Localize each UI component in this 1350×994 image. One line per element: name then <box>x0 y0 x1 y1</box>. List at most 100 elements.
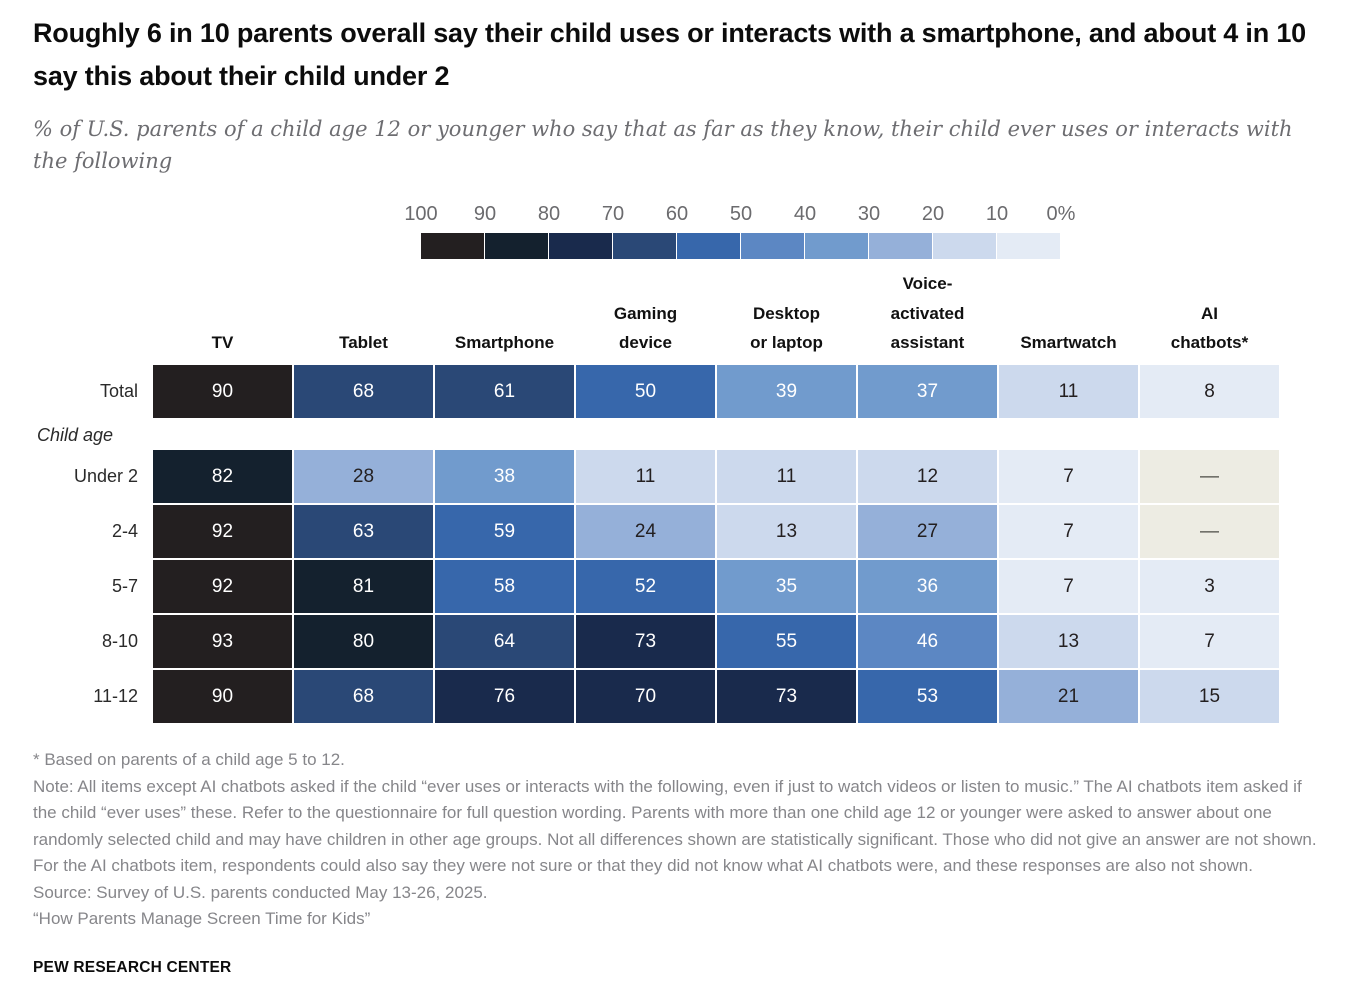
table-cell: 24 <box>576 505 715 559</box>
table-cell: 36 <box>858 560 997 614</box>
legend-swatch <box>549 233 612 260</box>
row-label: 8-10 <box>101 631 138 652</box>
chart-subtitle: % of U.S. parents of a child age 12 or y… <box>33 117 1293 173</box>
legend-tick: 50 <box>729 203 753 226</box>
table-cell: 59 <box>435 505 574 559</box>
table-cell: 55 <box>717 615 856 669</box>
legend-tick: 20 <box>921 203 945 226</box>
table-cell: 81 <box>294 560 433 614</box>
column-header-ai-chatbots: AI chatbots* <box>1170 303 1249 352</box>
table-cell: — <box>1140 505 1279 559</box>
legend-swatch <box>677 233 740 260</box>
page-title: Roughly 6 in 10 parents overall say thei… <box>33 18 1306 92</box>
table-cell: — <box>1140 450 1279 504</box>
legend-tick: 30 <box>857 203 881 226</box>
legend-tick: 0% <box>1046 203 1076 226</box>
column-header-smartphone: Smartphone <box>454 332 555 352</box>
group-label-child-age: Child age <box>37 424 114 445</box>
footnote-note: Note: All items except AI chatbots asked… <box>33 776 1317 876</box>
footnote-source: Source: Survey of U.S. parents conducted… <box>33 882 488 902</box>
table-cell: 90 <box>153 365 292 419</box>
table-cell: 46 <box>858 615 997 669</box>
legend-tick: 70 <box>601 203 625 226</box>
table-cell: 50 <box>576 365 715 419</box>
pew-research-center-wordmark: PEW RESEARCH CENTER <box>33 958 232 976</box>
legend-swatch <box>421 233 484 260</box>
table-cell: 27 <box>858 505 997 559</box>
legend-tick: 100 <box>404 203 438 226</box>
table-cell: 92 <box>153 505 292 559</box>
table-cell: 7 <box>999 560 1138 614</box>
row-label: 5-7 <box>111 576 138 597</box>
row-label-header <box>33 357 151 365</box>
table-row-8-10: 8-10 93 80 64 73 55 46 13 7 <box>33 615 1322 669</box>
row-label: Under 2 <box>73 466 138 487</box>
legend-tick: 10 <box>985 203 1009 226</box>
table-cell: 11 <box>576 450 715 504</box>
table-cell: 73 <box>717 670 856 724</box>
table-cell: 53 <box>858 670 997 724</box>
table-cell: 61 <box>435 365 574 419</box>
table-cell: 58 <box>435 560 574 614</box>
footnote-asterisk: * Based on parents of a child age 5 to 1… <box>33 750 345 770</box>
table-cell: 8 <box>1140 365 1279 419</box>
legend-swatch <box>613 233 676 260</box>
column-header-tablet: Tablet <box>339 332 388 352</box>
table-cell: 64 <box>435 615 574 669</box>
footnote-report: “How Parents Manage Screen Time for Kids… <box>33 909 371 929</box>
table-cell: 28 <box>294 450 433 504</box>
table-cell: 90 <box>153 670 292 724</box>
legend-swatch <box>933 233 996 260</box>
legend-swatch <box>805 233 868 260</box>
table-cell: 39 <box>717 365 856 419</box>
table-cell: 92 <box>153 560 292 614</box>
heatmap-table: TV Tablet Smartphone Gaming device Deskt… <box>33 269 1322 724</box>
legend-tick: 40 <box>793 203 817 226</box>
table-cell: 12 <box>858 450 997 504</box>
column-header-voice-assistant: Voice- activated assistant <box>890 274 965 352</box>
group-label-row: Child age <box>33 420 1322 450</box>
footnotes: * Based on parents of a child age 5 to 1… <box>33 747 1322 933</box>
column-header-tv: TV <box>211 332 234 352</box>
table-cell: 7 <box>1140 615 1279 669</box>
table-cell: 15 <box>1140 670 1279 724</box>
table-cell: 11 <box>999 365 1138 419</box>
table-cell: 21 <box>999 670 1138 724</box>
legend-tick: 80 <box>537 203 561 226</box>
table-cell: 35 <box>717 560 856 614</box>
legend-color-bar <box>421 233 1060 260</box>
table-cell: 76 <box>435 670 574 724</box>
table-cell: 38 <box>435 450 574 504</box>
table-row-total: Total 90 68 61 50 39 37 11 8 <box>33 365 1322 419</box>
table-row-under-2: Under 2 82 28 38 11 11 12 7 — <box>33 450 1322 504</box>
table-cell: 37 <box>858 365 997 419</box>
legend-swatch <box>997 233 1060 260</box>
column-header-smartwatch: Smartwatch <box>1020 332 1117 352</box>
table-cell: 3 <box>1140 560 1279 614</box>
legend-tick: 90 <box>473 203 497 226</box>
row-label: 11-12 <box>93 686 138 707</box>
table-cell: 7 <box>999 450 1138 504</box>
legend-swatch <box>741 233 804 260</box>
table-row-5-7: 5-7 92 81 58 52 35 36 7 3 <box>33 560 1322 614</box>
table-cell: 13 <box>999 615 1138 669</box>
table-cell: 7 <box>999 505 1138 559</box>
legend-swatch <box>485 233 548 260</box>
table-cell: 11 <box>717 450 856 504</box>
table-row-11-12: 11-12 90 68 76 70 73 53 21 15 <box>33 670 1322 724</box>
row-label: Total <box>99 381 138 402</box>
legend-tick-labels: 100 90 80 70 60 50 40 30 20 10 0% <box>404 203 1075 229</box>
table-cell: 13 <box>717 505 856 559</box>
column-header-gaming-device: Gaming device <box>613 303 678 352</box>
legend-tick: 60 <box>665 203 689 226</box>
table-cell: 73 <box>576 615 715 669</box>
color-scale-legend: 100 90 80 70 60 50 40 30 20 10 0% <box>404 203 1075 260</box>
row-label: 2-4 <box>111 521 138 542</box>
table-cell: 80 <box>294 615 433 669</box>
table-cell: 68 <box>294 365 433 419</box>
column-header-row: TV Tablet Smartphone Gaming device Deskt… <box>33 269 1322 365</box>
table-row-2-4: 2-4 92 63 59 24 13 27 7 — <box>33 505 1322 559</box>
table-cell: 68 <box>294 670 433 724</box>
table-cell: 70 <box>576 670 715 724</box>
table-cell: 63 <box>294 505 433 559</box>
